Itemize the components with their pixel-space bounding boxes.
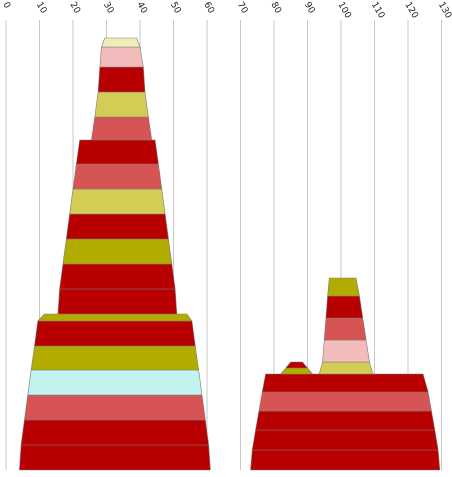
left-stack-band-4	[27, 369, 203, 396]
left-stack	[19, 37, 211, 471]
tick-label-90: 90	[302, 1, 317, 16]
right-stack-band-2	[251, 429, 439, 451]
left-stack-band-13	[72, 163, 163, 190]
right-stack-band-9	[322, 339, 370, 363]
left-stack-band-16	[94, 91, 149, 118]
left-stack-band-7	[37, 313, 193, 322]
tick-label-100: 100	[335, 1, 352, 21]
right-stack-band-1	[250, 449, 441, 471]
left-stack-band-17	[97, 66, 146, 93]
tick-label-40: 40	[134, 1, 149, 16]
tick-label-0: 0	[0, 1, 12, 11]
left-stack-band-5	[30, 345, 199, 371]
left-stack-band-11	[65, 213, 169, 240]
left-stack-band-9	[59, 263, 176, 290]
left-stack-band-10	[62, 238, 173, 265]
left-stack-band-19	[101, 37, 141, 48]
right-stack-band-8	[318, 361, 374, 375]
right-stack-band-6	[280, 367, 314, 375]
tick-label-60: 60	[201, 1, 216, 16]
right-stack-band-12	[327, 277, 360, 297]
left-stack-band-2	[20, 419, 210, 446]
left-stack-band-1	[19, 444, 211, 471]
x-axis-tick-labels: 0 10 20 30 40 50 60 70 80 90 100 110 120 130	[0, 1, 452, 21]
left-stack-band-12	[69, 188, 166, 215]
left-stack-band-3	[24, 394, 206, 421]
right-stack-band-4	[258, 391, 432, 412]
tick-label-110: 110	[369, 1, 386, 21]
left-stack-band-6	[34, 320, 196, 347]
tick-label-120: 120	[402, 1, 419, 21]
right-stack-band-11	[325, 295, 364, 319]
tick-label-70: 70	[235, 1, 250, 16]
tick-label-80: 80	[268, 1, 283, 16]
tick-label-20: 20	[67, 1, 82, 16]
right-stack-band-3	[255, 410, 436, 431]
tick-label-130: 130	[436, 1, 452, 21]
left-stack-band-15	[91, 116, 153, 141]
tick-label-10: 10	[34, 1, 49, 16]
tick-label-30: 30	[101, 1, 116, 16]
right-stack-band-5	[261, 373, 429, 393]
tick-label-50: 50	[168, 1, 183, 16]
left-stack-band-18	[99, 46, 144, 68]
right-stack	[250, 277, 441, 471]
right-stack-band-10	[323, 317, 367, 341]
left-stack-band-14	[76, 139, 159, 165]
left-stack-band-8	[57, 288, 178, 315]
right-stack-band-7	[285, 361, 309, 369]
